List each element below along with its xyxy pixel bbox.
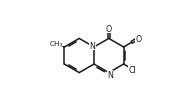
Text: O: O	[136, 34, 142, 43]
Text: CH₃: CH₃	[50, 40, 64, 46]
Text: Cl: Cl	[129, 65, 137, 74]
Text: O: O	[106, 25, 112, 34]
Text: N: N	[89, 41, 95, 50]
Text: N: N	[107, 71, 113, 80]
